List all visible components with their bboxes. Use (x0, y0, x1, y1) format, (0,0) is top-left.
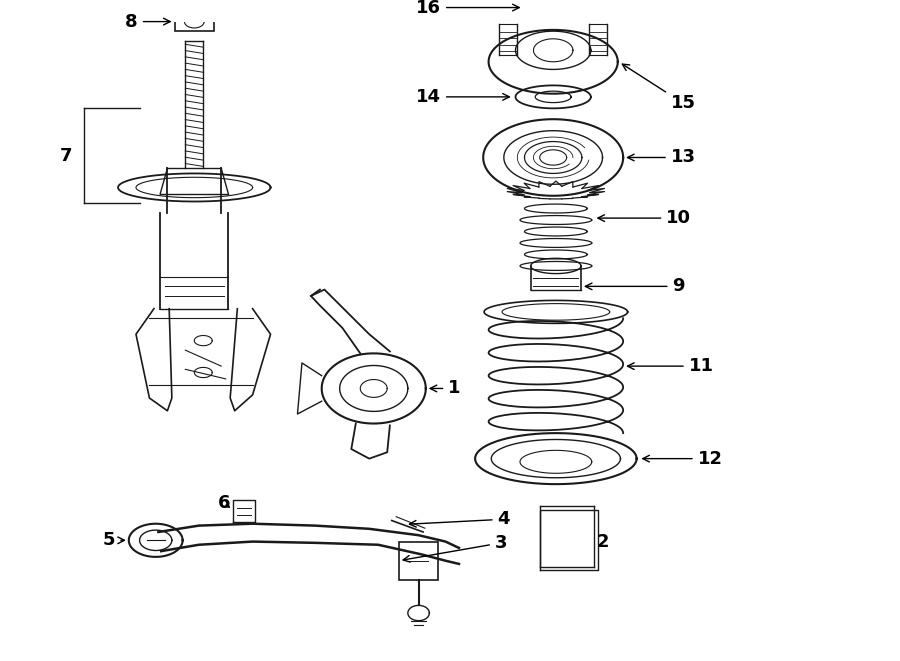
Text: 12: 12 (643, 449, 723, 467)
Text: 15: 15 (622, 64, 696, 112)
Text: 7: 7 (59, 147, 72, 165)
Text: 4: 4 (410, 510, 510, 528)
Text: 3: 3 (403, 534, 508, 562)
Text: 13: 13 (627, 149, 696, 167)
Text: 11: 11 (627, 357, 714, 375)
Text: 5: 5 (103, 531, 124, 549)
Text: 2: 2 (597, 533, 608, 551)
Text: 9: 9 (585, 278, 685, 295)
Text: 8: 8 (125, 13, 170, 30)
Text: 10: 10 (598, 209, 691, 227)
Text: 14: 14 (416, 88, 509, 106)
Text: 1: 1 (430, 379, 461, 397)
Text: 16: 16 (416, 0, 519, 17)
Text: 6: 6 (218, 494, 230, 512)
